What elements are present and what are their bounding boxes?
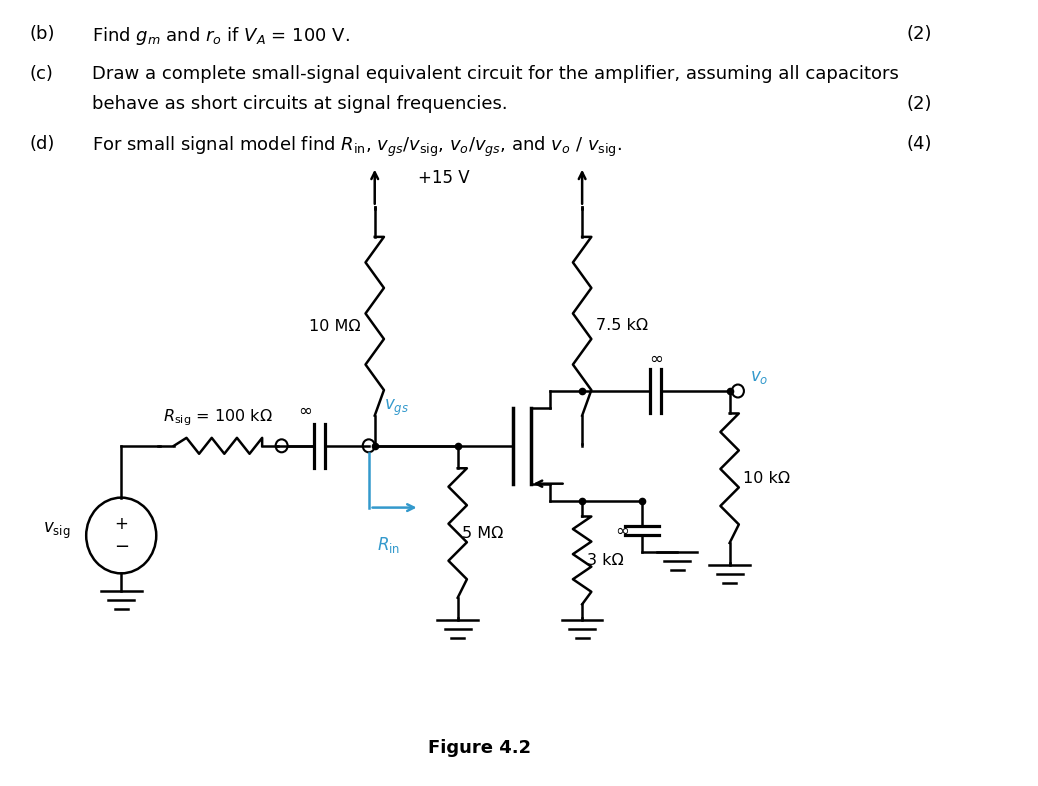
Text: For small signal model find $R_{\rm in}$, $v_{gs}$/$v_{\rm sig}$, $v_o$/$v_{gs}$: For small signal model find $R_{\rm in}$…	[91, 135, 622, 159]
Text: Figure 4.2: Figure 4.2	[429, 739, 531, 757]
Text: 3 kΩ: 3 kΩ	[586, 553, 624, 568]
Text: (c): (c)	[30, 65, 54, 83]
Text: Draw a complete small-signal equivalent circuit for the amplifier, assuming all : Draw a complete small-signal equivalent …	[91, 65, 899, 83]
Text: 10 MΩ: 10 MΩ	[309, 319, 361, 334]
Text: 7.5 kΩ: 7.5 kΩ	[596, 318, 648, 332]
Text: 10 kΩ: 10 kΩ	[743, 471, 791, 486]
Text: (2): (2)	[907, 25, 932, 43]
Text: (4): (4)	[907, 135, 932, 153]
Text: (d): (d)	[30, 135, 55, 153]
Text: behave as short circuits at signal frequencies.: behave as short circuits at signal frequ…	[91, 95, 508, 113]
Text: −: −	[114, 538, 129, 556]
Text: +: +	[114, 515, 128, 533]
Text: $v_o$: $v_o$	[749, 368, 768, 386]
Text: $R_{\rm in}$: $R_{\rm in}$	[378, 535, 401, 556]
Text: +15 V: +15 V	[418, 169, 469, 187]
Text: ∞: ∞	[299, 402, 312, 420]
Text: Find $g_m$ and $r_o$ if $V_A$ = 100 V.: Find $g_m$ and $r_o$ if $V_A$ = 100 V.	[91, 25, 350, 47]
Text: ∞: ∞	[649, 350, 663, 368]
Text: $v_{\rm sig}$: $v_{\rm sig}$	[43, 520, 71, 541]
Text: (b): (b)	[30, 25, 55, 43]
Text: (2): (2)	[907, 95, 932, 113]
Text: 5 MΩ: 5 MΩ	[462, 526, 503, 541]
Text: ∞: ∞	[614, 522, 629, 539]
Text: $R_{\rm sig}$ = 100 k$\Omega$: $R_{\rm sig}$ = 100 k$\Omega$	[163, 407, 273, 428]
Text: $v_{gs}$: $v_{gs}$	[384, 398, 409, 418]
